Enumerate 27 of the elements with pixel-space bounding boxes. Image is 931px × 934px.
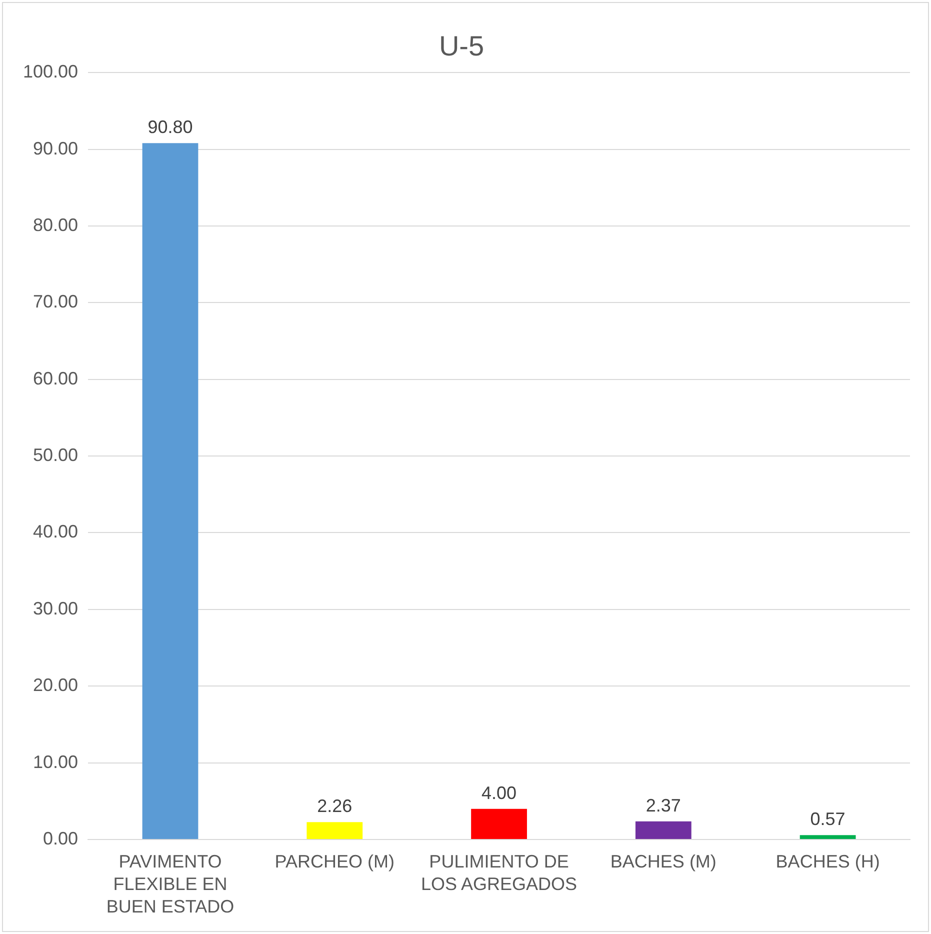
- bar: [306, 822, 363, 839]
- x-tick-label: PULIMIENTO DE LOS AGREGADOS: [420, 852, 578, 894]
- data-label: 0.57: [810, 809, 846, 830]
- data-label: 2.37: [646, 795, 681, 816]
- chart-title: U-5: [438, 30, 484, 62]
- bar: [800, 835, 856, 839]
- x-tick-label: BACHES (H): [776, 852, 880, 872]
- y-tick-label: 0.00: [43, 828, 78, 848]
- data-label: 90.80: [148, 117, 193, 138]
- x-tick-label: PARCHEO (M): [274, 852, 394, 872]
- y-tick-label: 50.00: [33, 445, 78, 466]
- y-tick-label: 30.00: [33, 598, 78, 618]
- y-tick-label: 100.00: [22, 62, 78, 82]
- data-label: 2.26: [317, 796, 352, 816]
- bar: [142, 143, 198, 839]
- y-tick-label: 80.00: [33, 214, 78, 235]
- data-label: 4.00: [482, 782, 517, 803]
- y-tick-label: 70.00: [33, 292, 78, 312]
- y-tick-label: 90.00: [33, 138, 78, 158]
- y-tick-label: 60.00: [33, 368, 78, 388]
- y-tick-label: 10.00: [33, 752, 78, 772]
- bar: [635, 821, 692, 839]
- x-tick-label: PAVIMENTO FLEXIBLE EN BUEN ESTADO: [106, 852, 234, 917]
- y-tick-label: 40.00: [33, 522, 78, 542]
- x-tick-label: BACHES (M): [610, 852, 716, 872]
- bar: [471, 808, 527, 839]
- y-tick-label: 20.00: [33, 675, 78, 696]
